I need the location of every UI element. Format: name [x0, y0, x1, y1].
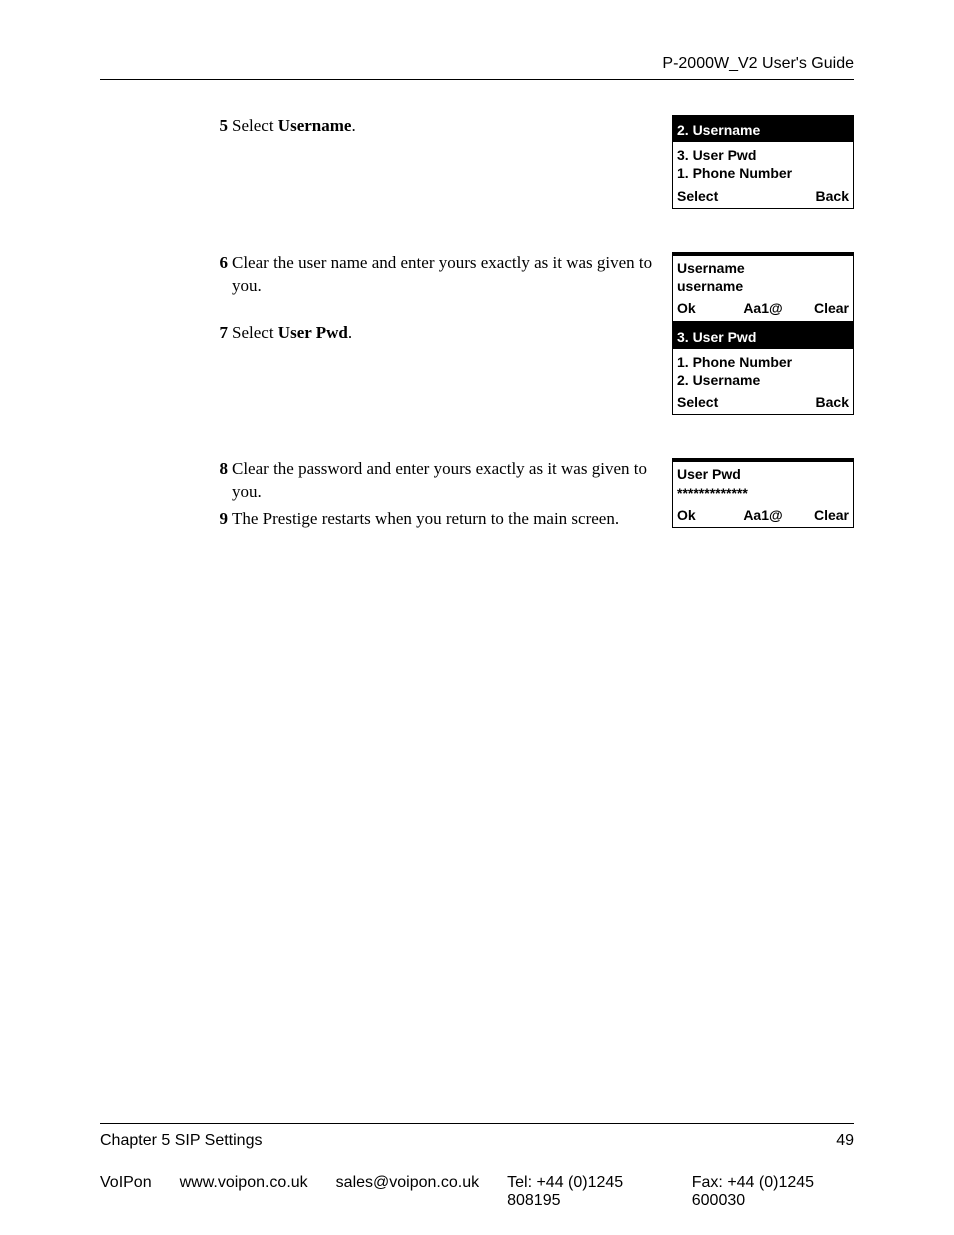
- page: P-2000W_V2 User's Guide 5 Select Usernam…: [0, 0, 954, 1235]
- softkey-right: Clear: [792, 299, 849, 317]
- softkey-left: Select: [677, 393, 718, 411]
- softkey-left: Ok: [677, 299, 734, 317]
- step-9: 9 The Prestige restarts when you return …: [210, 508, 662, 531]
- lcd-body: 3. User Pwd 1. Phone Number: [673, 142, 853, 184]
- lcd-title: 2. Username: [673, 119, 853, 142]
- step-8: 8 Clear the password and enter yours exa…: [210, 458, 662, 504]
- lcd-title: 3. User Pwd: [673, 326, 853, 349]
- company-fax: Fax: +44 (0)1245 600030: [692, 1174, 854, 1210]
- chapter-title: Chapter 5 SIP Settings: [100, 1132, 262, 1150]
- lcd-softkeys: Ok Aa1@ Clear: [673, 297, 853, 320]
- lcd-screen-userpwd-menu: 3. User Pwd 1. Phone Number 2. Username …: [672, 322, 854, 416]
- company-name: VoIPon: [100, 1174, 152, 1210]
- lcd-body: 1. Phone Number 2. Username: [673, 349, 853, 391]
- lcd-line: 1. Phone Number: [677, 164, 849, 182]
- footer-rule: [100, 1123, 854, 1124]
- lcd-line: *************: [677, 484, 849, 502]
- softkey-right: Clear: [792, 506, 849, 524]
- lcd-line: 2. Username: [677, 371, 849, 389]
- softkey-left: Select: [677, 187, 718, 205]
- step-text: The Prestige restarts when you return to…: [232, 508, 662, 531]
- lcd-screen-username-menu: 2. Username 3. User Pwd 1. Phone Number …: [672, 115, 854, 209]
- step-text: Select User Pwd.: [232, 322, 662, 345]
- softkey-right: Back: [816, 187, 849, 205]
- row-step8-9: 8 Clear the password and enter yours exa…: [100, 458, 854, 535]
- softkey-mid: Aa1@: [734, 299, 791, 317]
- softkey-right: Back: [816, 393, 849, 411]
- page-header: P-2000W_V2 User's Guide: [100, 55, 854, 80]
- lcd-screen-username-entry: Username username Ok Aa1@ Clear: [672, 252, 854, 322]
- footer-chapter-line: Chapter 5 SIP Settings 49: [100, 1132, 854, 1150]
- lcd-body: User Pwd *************: [673, 462, 853, 503]
- step-number: 5: [210, 115, 232, 138]
- footer-contact: VoIPon www.voipon.co.uk sales@voipon.co.…: [100, 1174, 854, 1210]
- row-step5: 5 Select Username. 2. Username 3. User P…: [100, 115, 854, 252]
- page-footer: Chapter 5 SIP Settings 49 VoIPon www.voi…: [100, 1123, 854, 1210]
- page-number: 49: [836, 1132, 854, 1150]
- softkey-mid: Aa1@: [734, 506, 791, 524]
- step-text: Select Username.: [232, 115, 662, 138]
- doc-title: P-2000W_V2 User's Guide: [662, 55, 854, 72]
- company-web: www.voipon.co.uk: [180, 1174, 308, 1210]
- step-number: 6: [210, 252, 232, 298]
- lcd-line: username: [677, 277, 849, 295]
- softkey-left: Ok: [677, 506, 734, 524]
- step-text: Clear the user name and enter yours exac…: [232, 252, 662, 298]
- lcd-line: Username: [677, 259, 849, 277]
- row-step6: 6 Clear the user name and enter yours ex…: [100, 252, 854, 322]
- step-number: 7: [210, 322, 232, 345]
- step-text: Clear the password and enter yours exact…: [232, 458, 662, 504]
- lcd-screen-userpwd-entry: User Pwd ************* Ok Aa1@ Clear: [672, 458, 854, 528]
- step-number: 8: [210, 458, 232, 504]
- step-7: 7 Select User Pwd.: [210, 322, 662, 345]
- lcd-body: Username username: [673, 256, 853, 297]
- row-step7: 7 Select User Pwd. 3. User Pwd 1. Phone …: [100, 322, 854, 459]
- lcd-softkeys: Select Back: [673, 185, 853, 208]
- step-6: 6 Clear the user name and enter yours ex…: [210, 252, 662, 298]
- company-tel: Tel: +44 (0)1245 808195: [507, 1174, 664, 1210]
- lcd-softkeys: Ok Aa1@ Clear: [673, 504, 853, 527]
- company-email: sales@voipon.co.uk: [336, 1174, 479, 1210]
- step-number: 9: [210, 508, 232, 531]
- lcd-line: 1. Phone Number: [677, 353, 849, 371]
- lcd-line: User Pwd: [677, 465, 849, 483]
- lcd-softkeys: Select Back: [673, 391, 853, 414]
- step-5: 5 Select Username.: [210, 115, 662, 138]
- lcd-line: 3. User Pwd: [677, 146, 849, 164]
